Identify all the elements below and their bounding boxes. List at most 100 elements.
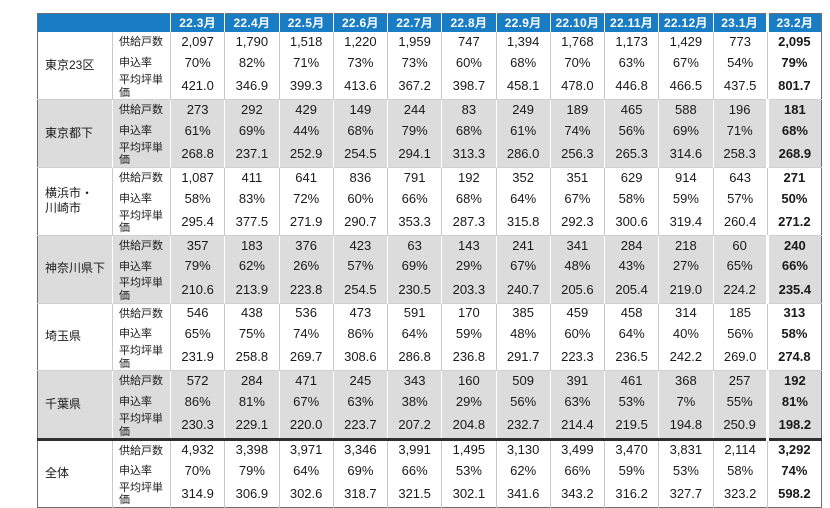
value-cell: 1,959 (386, 32, 442, 53)
value-cell: 385 (495, 302, 551, 325)
value-cell: 3,499 (549, 438, 605, 461)
value-cell: 58% (169, 188, 225, 210)
table-row: 東京23区 供給戸数 2,097 1,790 1,518 1,220 1,959 747 1,3… (37, 32, 822, 100)
value-cell: 230.3 (169, 412, 225, 440)
value-cell: 219.0 (658, 277, 713, 304)
value-cell: 319.4 (658, 209, 713, 236)
value-cell: 64% (495, 188, 551, 210)
table-row: 平均坪単価 230.3 229.1 220.0 223.7 207.2 204.8 232.7… (38, 412, 822, 440)
metric-label: 申込率 (112, 256, 171, 278)
value-cell: 773 (712, 32, 768, 53)
value-cell: 286.8 (386, 345, 442, 371)
table-row: 横浜市・ 川崎市 供給戸数 1,087 411 641 836 791 192 352 351 62… (37, 167, 822, 236)
value-cell: 48% (549, 256, 605, 278)
value-cell: 284 (224, 370, 279, 392)
value-cell: 284 (603, 234, 659, 257)
value-cell: 323.2 (712, 481, 768, 508)
value-cell: 185 (712, 302, 768, 325)
value-cell: 271.2 (766, 209, 822, 236)
metric-label: 平均坪単価 (112, 481, 171, 508)
value-cell: 269.0 (712, 345, 768, 371)
month-header: 22.3月 (169, 13, 225, 32)
value-cell: 189 (549, 99, 605, 121)
value-cell: 231.9 (169, 345, 225, 371)
month-header-row: 22.3月 22.4月 22.5月 22.6月 22.7月 22.8月 22.9月 22.10… (37, 13, 822, 32)
value-cell: 54% (712, 53, 768, 74)
value-cell: 71% (278, 53, 334, 74)
table-row: 申込率 70% 82% 71% 73% 73% 60% 68% 70% 63% 67% 54% 79% (38, 53, 822, 74)
value-cell: 3,292 (766, 438, 822, 461)
value-cell: 236.5 (603, 345, 659, 371)
value-cell: 81% (765, 391, 822, 413)
region-label: 東京都下 (37, 99, 113, 168)
value-cell: 66% (386, 188, 442, 210)
metric-label: 申込率 (112, 391, 171, 413)
value-cell: 1,495 (441, 438, 496, 461)
value-cell: 591 (386, 302, 442, 325)
value-cell: 61% (169, 120, 225, 142)
metric-label: 申込率 (112, 460, 171, 482)
metric-label: 申込率 (112, 324, 171, 346)
value-cell: 244 (386, 99, 442, 121)
value-cell: 3,130 (495, 438, 551, 461)
value-cell: 56% (495, 391, 551, 413)
value-cell: 791 (386, 167, 442, 189)
value-cell: 60% (441, 53, 496, 74)
value-cell: 302.1 (441, 481, 496, 508)
value-cell: 27% (658, 256, 713, 278)
value-cell: 63 (386, 234, 442, 257)
value-cell: 536 (278, 302, 334, 325)
value-cell: 257 (712, 370, 768, 392)
value-cell: 70% (169, 460, 225, 482)
monthly-supply-table: 22.3月 22.4月 22.5月 22.6月 22.7月 22.8月 22.9月 22.10… (37, 13, 822, 508)
value-cell: 1,087 (169, 167, 225, 189)
value-cell: 62% (495, 460, 551, 482)
table-row: 申込率 86% 81% 67% 63% 38% 29% 56% 63% 53% 7% 55% 81% (38, 391, 822, 413)
table-row: 東京都下 供給戸数 273 292 429 149 244 83 249 189 465 588 196… (37, 99, 822, 168)
value-cell: 213.9 (224, 277, 279, 304)
value-cell: 235.4 (765, 277, 822, 304)
value-cell: 398.7 (441, 74, 496, 100)
value-cell: 44% (278, 120, 334, 142)
value-cell: 68% (765, 120, 822, 142)
value-cell: 438 (224, 302, 279, 325)
value-cell: 73% (332, 53, 388, 74)
month-header: 22.10月 (549, 13, 605, 32)
value-cell: 61% (495, 120, 551, 142)
region-label: 埼玉県 (37, 302, 113, 371)
value-cell: 629 (603, 167, 659, 189)
value-cell: 459 (549, 302, 605, 325)
value-cell: 1,768 (549, 32, 605, 53)
value-cell: 598.2 (766, 481, 822, 508)
value-cell: 68% (495, 53, 551, 74)
metric-label: 平均坪単価 (112, 412, 171, 440)
value-cell: 643 (712, 167, 768, 189)
value-cell: 546 (169, 302, 225, 325)
value-cell: 308.6 (332, 345, 388, 371)
metric-label: 平均坪単価 (112, 345, 171, 371)
value-cell: 321.5 (386, 481, 442, 508)
value-cell: 57% (332, 256, 388, 278)
value-cell: 29% (441, 391, 496, 413)
month-header: 22.9月 (495, 13, 551, 32)
value-cell: 70% (169, 53, 225, 74)
value-cell: 376 (278, 234, 334, 257)
value-cell: 3,346 (332, 438, 388, 461)
value-cell: 74% (766, 460, 822, 482)
value-cell: 343 (386, 370, 442, 392)
value-cell: 269.7 (278, 345, 334, 371)
value-cell: 249 (495, 99, 551, 121)
value-cell: 241 (495, 234, 551, 257)
metric-label: 平均坪単価 (112, 74, 171, 100)
value-cell: 236.8 (441, 345, 496, 371)
value-cell: 290.7 (332, 209, 388, 236)
value-cell: 79% (169, 256, 225, 278)
value-cell: 346.9 (224, 74, 279, 100)
value-cell: 2,095 (766, 32, 822, 53)
value-cell: 478.0 (549, 74, 605, 100)
value-cell: 58% (603, 188, 659, 210)
month-header: 22.5月 (278, 13, 334, 32)
value-cell: 230.5 (386, 277, 442, 304)
value-cell: 429 (278, 99, 334, 121)
region-label: 横浜市・ 川崎市 (37, 167, 113, 236)
